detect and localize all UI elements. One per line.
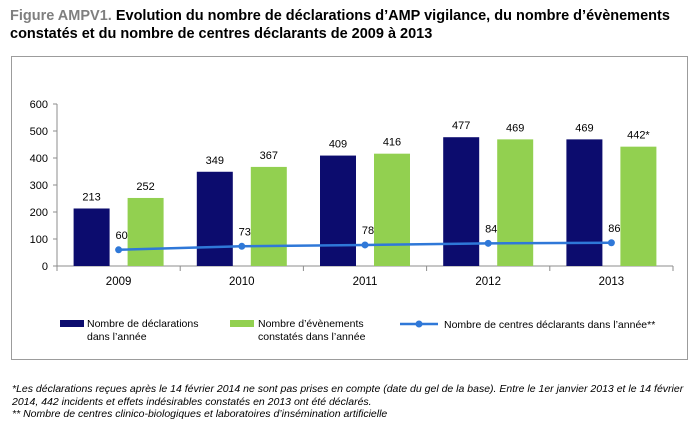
y-tick-label: 400 — [30, 153, 48, 165]
point-centres — [238, 242, 246, 250]
x-tick-label: 2013 — [599, 276, 625, 288]
figure-title: Figure AMPV1. Evolution du nombre de déc… — [10, 7, 690, 43]
y-tick-label: 0 — [42, 261, 48, 273]
point-centres-label: 78 — [362, 225, 374, 237]
bar-declarations-label: 213 — [82, 191, 100, 203]
y-tick-label: 600 — [30, 99, 48, 111]
bar-evenements-label: 367 — [260, 150, 278, 162]
y-tick-label: 200 — [30, 207, 48, 219]
bar-declarations — [443, 137, 480, 266]
bar-evenements-label: 416 — [383, 137, 401, 149]
bar-declarations — [320, 155, 356, 266]
figure-caption: Evolution du nombre de déclarations d’AM… — [10, 8, 670, 42]
legend-label-centres: Nombre de centres déclarants dans l’anné… — [444, 319, 655, 331]
legend-marker-centres — [415, 320, 423, 328]
bar-declarations — [73, 208, 110, 266]
bar-declarations-label: 469 — [575, 122, 593, 134]
legend-label-evenements-2: constatés dans l’année — [258, 331, 366, 343]
point-centres-label: 86 — [608, 223, 620, 235]
legend-label-evenements: Nombre d’évènements — [258, 318, 364, 330]
y-tick-label: 100 — [30, 234, 48, 246]
bar-evenements — [250, 166, 287, 266]
y-tick-label: 500 — [30, 126, 48, 138]
bar-evenements — [497, 139, 534, 266]
x-tick-label: 2012 — [475, 276, 501, 288]
bar-evenements-label: 442* — [627, 130, 650, 142]
footnote-declarations: *Les déclarations reçues après le 14 fév… — [12, 383, 684, 408]
legend-swatch-evenements — [230, 320, 254, 327]
bar-declarations-label: 349 — [206, 155, 224, 167]
point-centres — [484, 239, 492, 247]
point-centres — [361, 241, 369, 249]
x-tick-label: 2010 — [229, 276, 255, 288]
legend-label-declarations-2: dans l’année — [87, 331, 147, 343]
point-centres-label: 84 — [485, 223, 497, 235]
y-tick-label: 300 — [30, 180, 48, 192]
bar-evenements — [127, 197, 164, 266]
bar-evenements — [374, 153, 410, 266]
bar-declarations-label: 409 — [329, 139, 347, 151]
legend-swatch-declarations — [60, 320, 84, 327]
bar-evenements — [620, 146, 657, 266]
point-centres-label: 60 — [115, 230, 127, 242]
footnote-centres: ** Nombre de centres clinico-biologiques… — [12, 408, 388, 420]
x-tick-label: 2011 — [353, 276, 378, 288]
x-tick-label: 2009 — [106, 276, 132, 288]
point-centres — [607, 239, 615, 247]
bar-declarations — [196, 171, 233, 266]
figure-number: Figure AMPV1. — [10, 8, 112, 24]
bar-evenements-label: 469 — [506, 122, 524, 134]
bar-evenements-label: 252 — [136, 181, 154, 193]
bar-declarations — [566, 139, 603, 266]
legend-label-declarations: Nombre de déclarations — [87, 318, 198, 330]
chart-frame — [11, 56, 688, 360]
chart: 0 100 200 300 400 500 600 2009 2010 2011 2012 2013 2… — [30, 99, 674, 343]
bar-declarations-label: 477 — [452, 120, 470, 132]
point-centres — [115, 246, 123, 254]
point-centres-label: 73 — [239, 226, 251, 238]
footnotes: *Les déclarations reçues après le 14 fév… — [12, 383, 692, 421]
